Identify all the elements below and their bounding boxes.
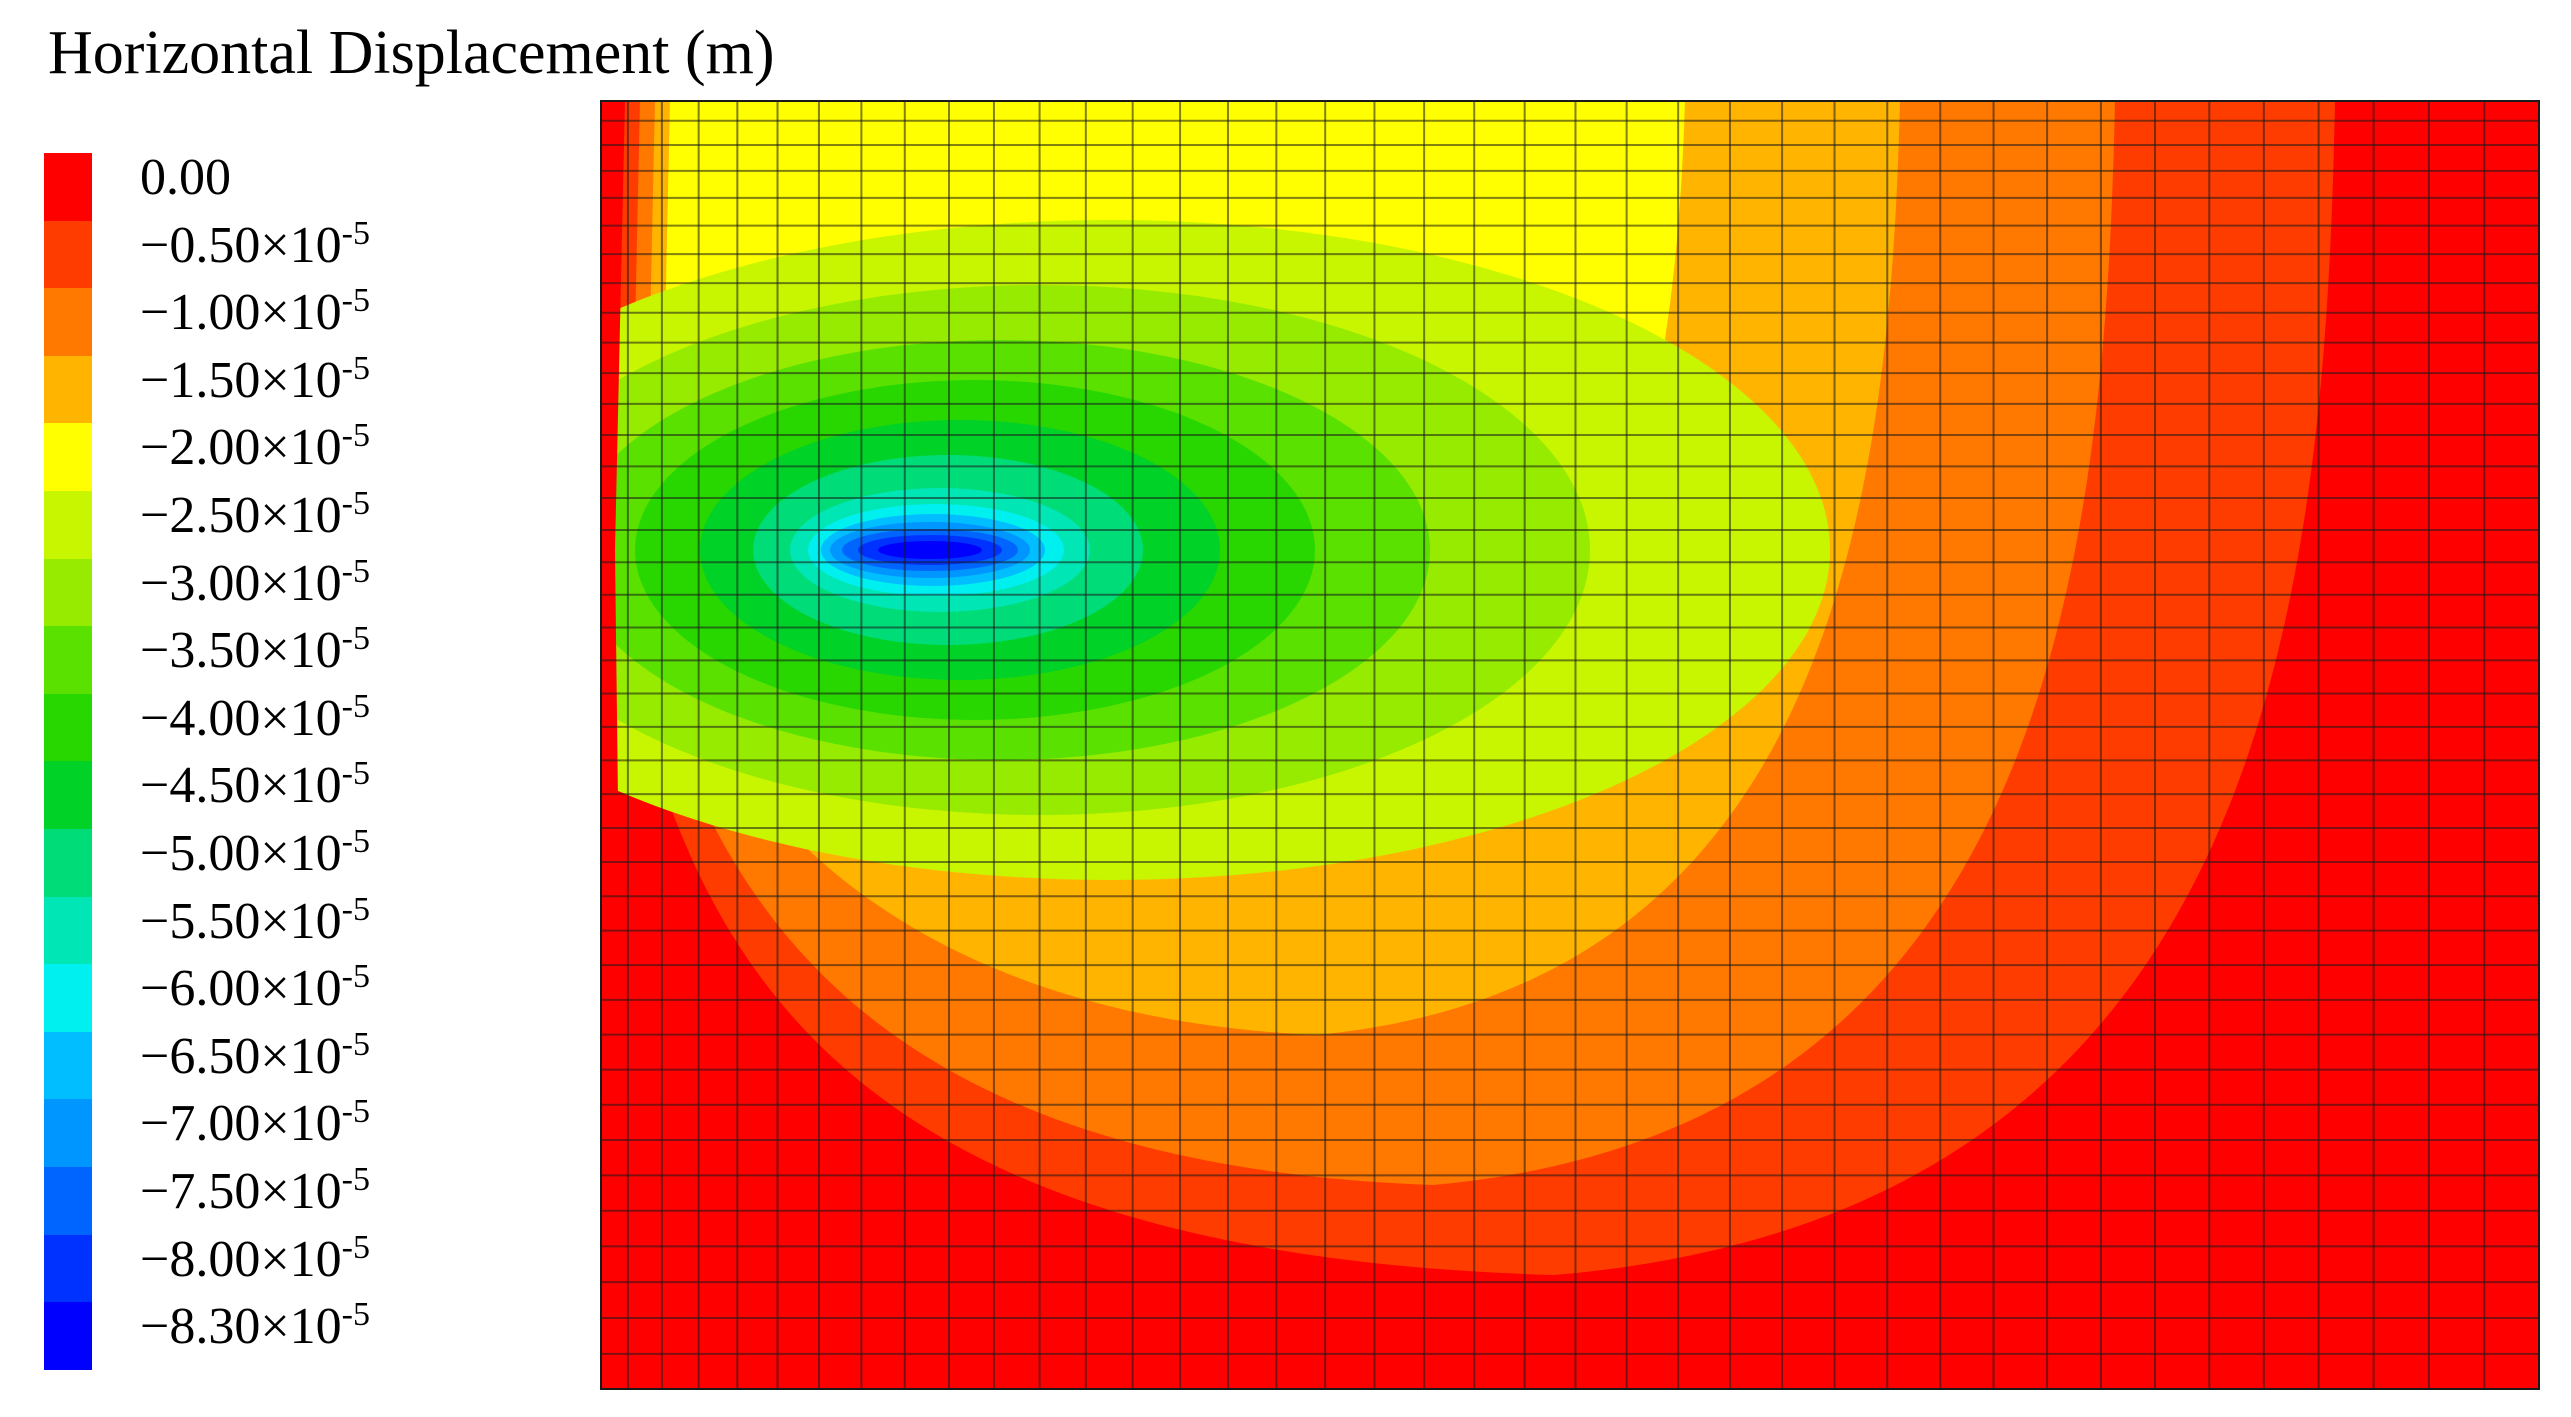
legend-label: −8.30×10-5 [140,1296,370,1356]
legend-swatch [44,153,92,221]
legend-label: −2.00×10-5 [140,417,370,477]
legend-label: −1.00×10-5 [140,282,370,342]
legend-label: −5.00×10-5 [140,823,370,883]
legend-label: −4.00×10-5 [140,687,370,747]
legend-label: −6.00×10-5 [140,958,370,1018]
legend-swatch [44,964,92,1032]
legend-swatch [44,626,92,694]
legend-label: −2.50×10-5 [140,485,370,545]
legend-label: −7.00×10-5 [140,1093,370,1153]
legend-swatch [44,896,92,965]
legend-swatch [44,1031,92,1100]
contour-band-17 [878,541,982,559]
legend-swatch [44,1099,92,1167]
legend-label: −6.50×10-5 [140,1025,370,1085]
plot-border [600,100,2540,1390]
legend-swatch [44,1302,92,1370]
mesh-grid [600,100,2540,1390]
legend-swatch [44,1234,92,1303]
legend-label: −8.00×10-5 [140,1228,370,1288]
legend-swatch [44,558,92,627]
legend-label: −5.50×10-5 [140,890,370,950]
legend-label: −0.50×10-5 [140,214,370,274]
contour-bands [600,100,2540,1390]
contour-band-boundary [600,100,625,1390]
legend-swatch [44,423,92,491]
legend-colorbar [44,153,92,1370]
legend-swatch [44,490,92,559]
legend-swatch [44,288,92,356]
legend-swatch [44,693,92,762]
legend-label: −7.50×10-5 [140,1161,370,1221]
legend-label: −4.50×10-5 [140,755,370,815]
legend-swatch [44,828,92,897]
legend-label: 0.00 [140,149,231,206]
contour-plot-area [600,100,2540,1390]
chart-title: Horizontal Displacement (m) [48,19,775,87]
legend-swatch [44,355,92,424]
legend-swatch [44,761,92,829]
legend-swatch [44,1166,92,1235]
legend-label: −3.00×10-5 [140,552,370,612]
legend-label: −3.50×10-5 [140,620,370,680]
legend-swatch [44,220,92,289]
legend-label: −1.50×10-5 [140,349,370,409]
